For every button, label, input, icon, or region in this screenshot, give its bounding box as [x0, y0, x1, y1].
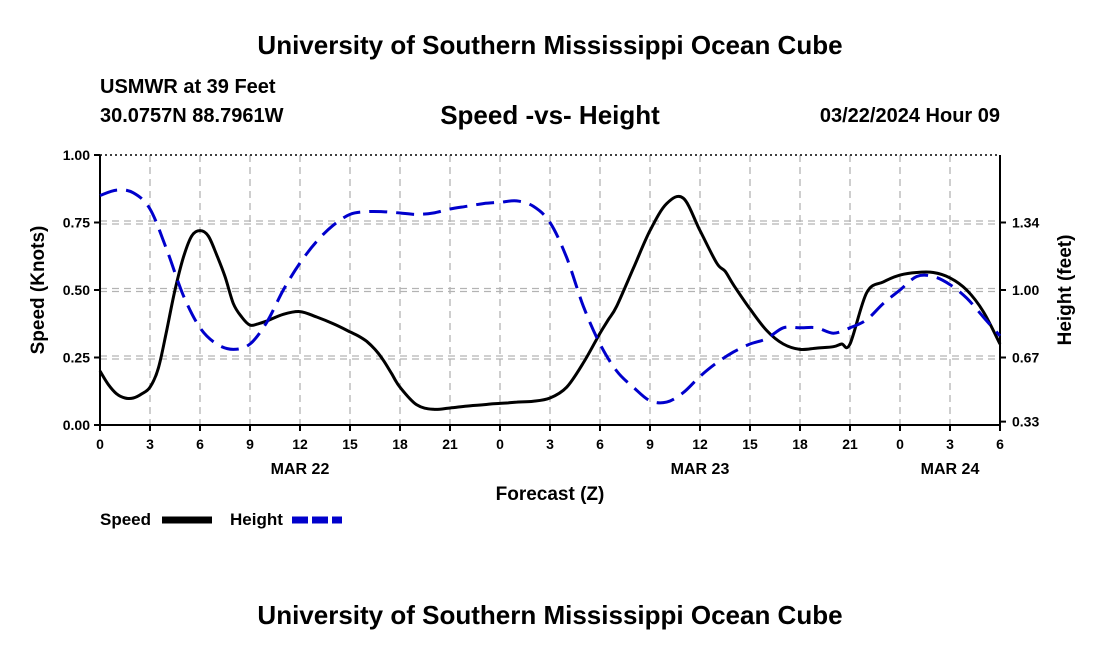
y2-tick-label: 1.34 — [1012, 215, 1039, 231]
x-tick-label: 3 — [946, 436, 954, 452]
x-tick-label: 0 — [496, 436, 504, 452]
x-tick-label: 6 — [196, 436, 204, 452]
y-tick-label: 1.00 — [63, 147, 90, 163]
y2-tick-label: 0.33 — [1012, 414, 1039, 430]
x-axis-title: Forecast (Z) — [496, 484, 605, 505]
x-tick-label: 3 — [146, 436, 154, 452]
forecast-datetime: 03/22/2024 Hour 09 — [819, 105, 1000, 127]
y2-axis-title: Height (feet) — [1055, 235, 1076, 346]
station-name: USMWR at 39 Feet — [100, 76, 276, 98]
y2-tick-label: 0.67 — [1012, 350, 1039, 366]
x-tick-label: 12 — [692, 436, 708, 452]
legend-height-label: Height — [230, 510, 283, 529]
x-tick-label: 9 — [246, 436, 254, 452]
y-tick-label: 0.50 — [63, 282, 90, 298]
y-axis-title: Speed (Knots) — [28, 226, 49, 355]
y-tick-label: 0.25 — [63, 350, 90, 366]
x-tick-label: 6 — [596, 436, 604, 452]
y-tick-label: 0.75 — [63, 215, 90, 231]
x-tick-label: 15 — [742, 436, 758, 452]
x-tick-label: 18 — [392, 436, 408, 452]
speed-series-line — [98, 194, 1002, 411]
height-series-line — [99, 188, 1002, 405]
x-tick-label: 3 — [546, 436, 554, 452]
legend-speed-label: Speed — [100, 510, 151, 529]
footer-title: University of Southern Mississippi Ocean… — [257, 600, 843, 630]
x-tick-label: 0 — [96, 436, 104, 452]
x-tick-label: 18 — [792, 436, 808, 452]
date-label: MAR 23 — [671, 461, 730, 478]
x-tick-label: 0 — [896, 436, 904, 452]
x-tick-label: 9 — [646, 436, 654, 452]
main-title: University of Southern Mississippi Ocean… — [257, 30, 843, 60]
y2-tick-label: 1.00 — [1012, 282, 1039, 298]
x-tick-label: 6 — [996, 436, 1004, 452]
date-label: MAR 22 — [271, 461, 330, 478]
x-tick-label: 21 — [842, 436, 858, 452]
x-tick-label: 15 — [342, 436, 358, 452]
station-coordinates: 30.0757N 88.7961W — [100, 105, 284, 127]
y-tick-label: 0.00 — [63, 417, 90, 433]
chart-title: Speed -vs- Height — [440, 100, 660, 130]
x-tick-label: 21 — [442, 436, 458, 452]
date-label: MAR 24 — [921, 461, 980, 478]
x-tick-label: 12 — [292, 436, 308, 452]
